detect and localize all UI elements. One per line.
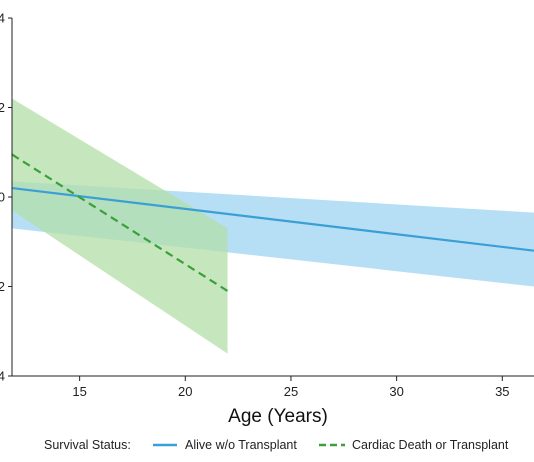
series-line-alive bbox=[11, 186, 534, 252]
y-tick-label: 2 bbox=[0, 100, 5, 115]
x-ticks: 15 20 25 30 35 bbox=[72, 376, 510, 399]
x-tick-label: 15 bbox=[72, 384, 86, 399]
y-tick-label: 4 bbox=[0, 369, 5, 384]
legend-label-cardiac: Cardiac Death or Transplant bbox=[352, 438, 509, 452]
x-tick-label: 35 bbox=[495, 384, 509, 399]
x-axis-title: Age (Years) bbox=[228, 406, 328, 427]
legend-title: Survival Status: bbox=[44, 438, 131, 452]
series-line-cardiac bbox=[11, 153, 229, 292]
legend-label-alive: Alive w/o Transplant bbox=[185, 438, 297, 452]
y-tick-label: 0 bbox=[0, 190, 5, 205]
series-lines bbox=[11, 153, 534, 292]
y-ticks: 4 2 0 2 4 bbox=[0, 11, 12, 384]
ci-band-cardiac bbox=[12, 98, 228, 354]
x-tick-label: 25 bbox=[284, 384, 298, 399]
x-tick-label: 20 bbox=[178, 384, 192, 399]
legend: Survival Status: Alive w/o Transplant Ca… bbox=[44, 438, 509, 452]
y-tick-label: 4 bbox=[0, 11, 5, 26]
x-tick-label: 30 bbox=[389, 384, 403, 399]
confidence-bands bbox=[12, 98, 534, 354]
y-tick-label: 2 bbox=[0, 279, 5, 294]
